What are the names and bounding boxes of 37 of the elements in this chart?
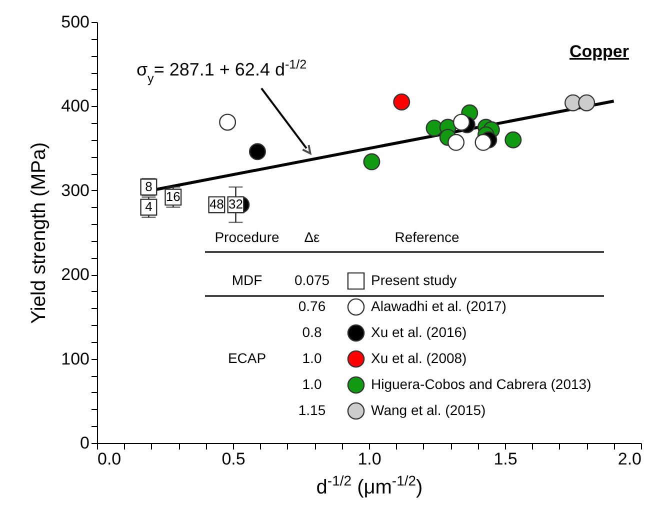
x-tick-label: 1.0 — [358, 450, 382, 468]
x-tick-label: 0.0 — [98, 450, 122, 468]
y-tick-label: 0 — [80, 434, 90, 452]
y-tick-label: 200 — [61, 265, 90, 284]
annotation: 1.0 — [302, 350, 322, 366]
annotation: 0.075 — [294, 272, 330, 288]
annotation: 0.8 — [302, 324, 322, 340]
y-tick-label: 100 — [61, 349, 90, 368]
annotation: 48 — [209, 196, 224, 212]
annotation: 0.76 — [298, 298, 326, 314]
y-axis-title: Yield strength (MPa) — [28, 142, 50, 324]
annotation: 16 — [166, 189, 180, 204]
legend-label: Alawadhi et al. (2017) — [371, 298, 506, 314]
annotation: Copper — [570, 42, 630, 61]
annotation: Reference — [394, 229, 460, 245]
annotation: ECAP — [228, 350, 266, 366]
x-tick-label: 0.5 — [222, 450, 246, 468]
annotation: 1.0 — [302, 376, 322, 392]
x-tick-label: 2.0 — [618, 450, 642, 468]
legend-label: Higuera-Cobos and Cabrera (2013) — [371, 376, 592, 392]
legend-label: Wang et al. (2015) — [371, 402, 486, 418]
annotation: 4 — [145, 199, 152, 214]
annotation: MDF — [232, 272, 262, 288]
annotation: 8 — [145, 179, 152, 194]
legend-label: Xu et al. (2016) — [371, 324, 467, 340]
y-tick-label: 400 — [61, 96, 90, 116]
y-tick-label: 500 — [61, 12, 90, 32]
x-axis-title: d$^{-1/2}$ (μm$^{-1/2}$) — [316, 472, 423, 498]
annotation: Δε — [304, 229, 320, 245]
annotation: 32 — [228, 196, 243, 212]
annotation: σ$_{y}$= 287.1 + 62.4 d$^{-1/2}$ — [136, 57, 307, 86]
annotation: 1.15 — [298, 402, 326, 418]
annotation: Procedure — [214, 229, 280, 245]
legend-label: Present study — [371, 272, 457, 288]
y-tick-label: 300 — [61, 180, 90, 200]
x-tick-label: 1.5 — [494, 450, 518, 468]
legend-label: Xu et al. (2008) — [371, 350, 467, 366]
